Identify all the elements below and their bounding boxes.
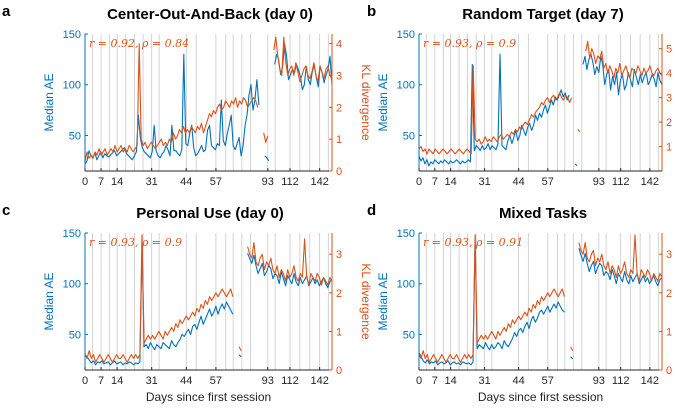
x-tick-label: 0 xyxy=(82,375,88,387)
x-tick-label: 31 xyxy=(146,176,158,188)
right-y-tick-label: 2 xyxy=(336,102,342,114)
x-tick-label: 57 xyxy=(210,375,222,387)
left-y-tick-label: 100 xyxy=(63,80,81,92)
x-tick-label: 142 xyxy=(310,176,328,188)
right-y-tick-label: 1 xyxy=(666,326,672,338)
median-ae-series-line xyxy=(84,242,333,366)
x-tick-label: 31 xyxy=(146,375,158,387)
kl-divergence-series-line xyxy=(418,234,663,363)
panel-title: Mixed Tasks xyxy=(499,205,587,222)
left-y-tick-label: 100 xyxy=(63,279,81,291)
x-axis-label: Days since first session xyxy=(146,390,271,404)
left-y-axis-label: Median AE xyxy=(42,272,56,330)
panel-label: b xyxy=(367,3,376,20)
x-tick-label: 57 xyxy=(542,375,554,387)
right-y-tick-label: 4 xyxy=(336,39,342,51)
left-y-tick-label: 150 xyxy=(63,29,81,41)
left-y-tick-label: 100 xyxy=(397,80,415,92)
right-y-tick-label: 0 xyxy=(666,365,672,377)
left-y-tick-label: 50 xyxy=(403,130,415,142)
correlation-annotation: r = 0.93, ρ = 0.9 xyxy=(423,37,516,50)
x-tick-label: 14 xyxy=(111,375,123,387)
x-tick-label: 0 xyxy=(416,176,422,188)
x-tick-label: 57 xyxy=(542,176,554,188)
panel-title: Random Target (day 7) xyxy=(462,6,623,23)
x-tick-label: 31 xyxy=(478,375,490,387)
right-y-tick-label: 3 xyxy=(666,249,672,261)
x-tick-label: 112 xyxy=(612,176,630,188)
x-tick-label: 93 xyxy=(262,176,274,188)
left-y-axis-label: Median AE xyxy=(376,73,390,131)
x-tick-label: 14 xyxy=(444,375,456,387)
x-tick-label: 7 xyxy=(432,375,438,387)
correlation-annotation: r = 0.93, ρ = 0.9 xyxy=(89,236,182,249)
right-y-tick-label: 0 xyxy=(336,166,342,178)
left-y-tick-label: 100 xyxy=(397,279,415,291)
left-y-axis-label: Median AE xyxy=(42,73,56,131)
panel-label: d xyxy=(367,202,376,219)
x-tick-label: 0 xyxy=(82,176,88,188)
median-ae-series-line xyxy=(84,43,333,165)
right-y-tick-label: 5 xyxy=(666,44,672,56)
x-tick-label: 44 xyxy=(513,176,525,188)
correlation-annotation: r = 0.93, ρ = 0.91 xyxy=(423,236,523,249)
left-y-tick-label: 50 xyxy=(69,130,81,142)
x-tick-label: 44 xyxy=(513,375,525,387)
x-tick-label: 14 xyxy=(111,176,123,188)
right-y-tick-label: 3 xyxy=(336,70,342,82)
x-tick-label: 7 xyxy=(98,375,104,387)
x-tick-label: 0 xyxy=(416,375,422,387)
right-y-tick-label: 0 xyxy=(336,365,342,377)
median-ae-series-line xyxy=(418,237,663,366)
x-tick-label: 112 xyxy=(281,375,299,387)
right-y-axis-label: KL divergence xyxy=(359,64,373,141)
right-y-tick-label: 1 xyxy=(666,142,672,154)
x-axis-label: Days since first session xyxy=(478,390,603,404)
panel-title: Center-Out-And-Back (day 0) xyxy=(107,6,313,23)
x-tick-label: 31 xyxy=(478,176,490,188)
x-tick-label: 93 xyxy=(262,375,274,387)
right-y-axis-label: KL divergence xyxy=(359,263,373,340)
x-tick-label: 57 xyxy=(210,176,222,188)
right-y-tick-label: 4 xyxy=(666,68,672,80)
median-ae-series-line xyxy=(418,53,663,167)
x-tick-label: 93 xyxy=(593,176,605,188)
right-y-tick-label: 1 xyxy=(336,326,342,338)
x-tick-label: 44 xyxy=(180,176,192,188)
x-tick-label: 14 xyxy=(444,176,456,188)
x-tick-label: 7 xyxy=(98,176,104,188)
left-y-tick-label: 50 xyxy=(69,329,81,341)
correlation-annotation: r = 0.92, ρ = 0.84 xyxy=(89,37,189,50)
right-y-tick-label: 2 xyxy=(666,288,672,300)
right-y-tick-label: 2 xyxy=(666,117,672,129)
right-y-tick-label: 3 xyxy=(666,93,672,105)
left-y-tick-label: 150 xyxy=(397,228,415,240)
x-tick-label: 44 xyxy=(180,375,192,387)
panel-label: a xyxy=(2,3,11,20)
kl-divergence-series-line xyxy=(84,36,333,162)
left-y-tick-label: 50 xyxy=(403,329,415,341)
panel-title: Personal Use (day 0) xyxy=(136,205,284,222)
left-y-axis-label: Median AE xyxy=(376,272,390,330)
x-tick-label: 112 xyxy=(612,375,630,387)
panel-label: c xyxy=(2,202,10,219)
x-tick-label: 142 xyxy=(641,375,659,387)
x-tick-label: 93 xyxy=(593,375,605,387)
left-y-tick-label: 150 xyxy=(63,228,81,240)
left-y-tick-label: 150 xyxy=(397,29,415,41)
x-tick-label: 7 xyxy=(432,176,438,188)
right-y-tick-label: 1 xyxy=(336,134,342,146)
right-y-tick-label: 2 xyxy=(336,288,342,300)
kl-divergence-series-line xyxy=(84,234,333,363)
x-tick-label: 142 xyxy=(641,176,659,188)
right-y-tick-label: 3 xyxy=(336,249,342,261)
x-tick-label: 142 xyxy=(310,375,328,387)
kl-divergence-series-line xyxy=(418,40,663,155)
x-tick-label: 112 xyxy=(281,176,299,188)
